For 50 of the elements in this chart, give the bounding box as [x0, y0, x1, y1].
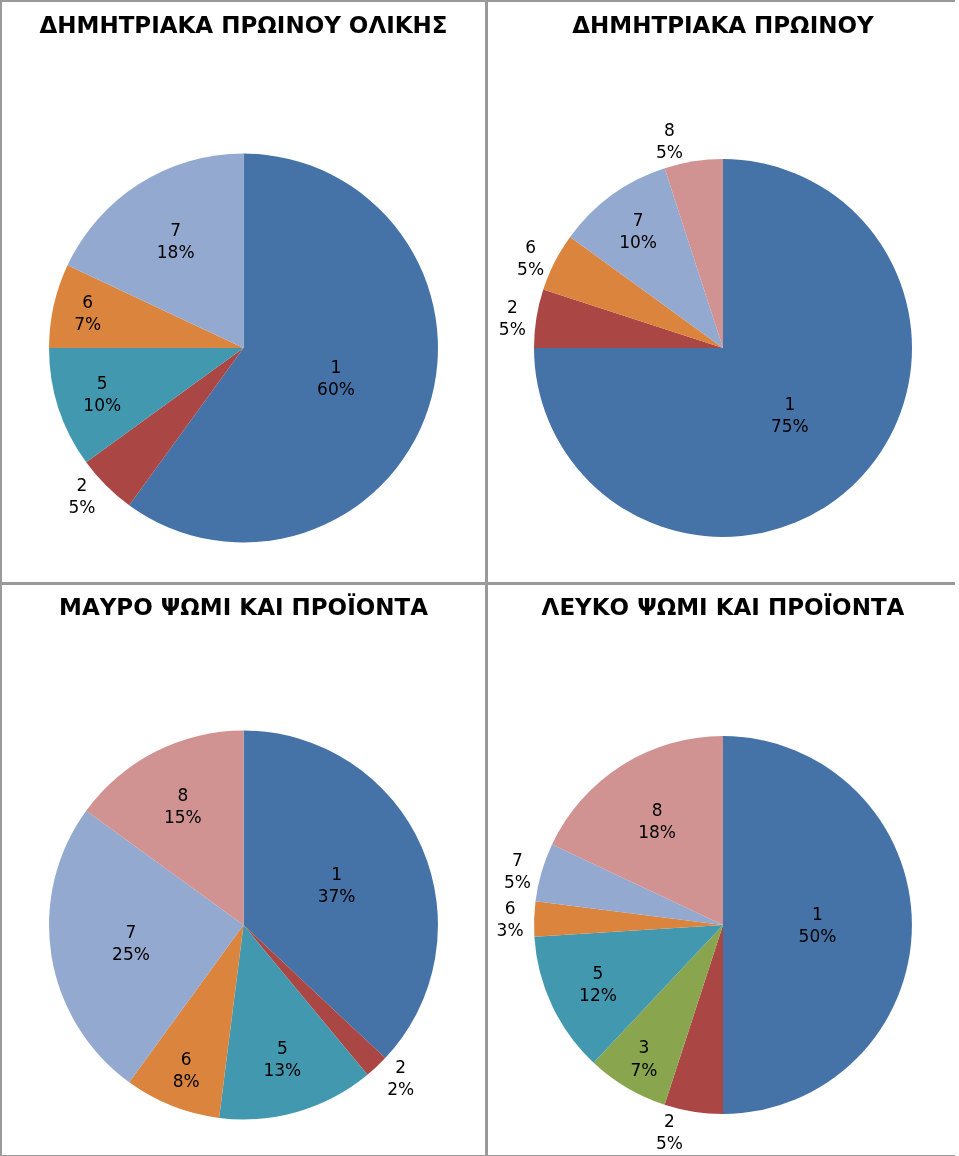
slice-label: 7	[632, 210, 644, 231]
data-label: 50%	[798, 926, 837, 947]
slice-label: 8	[651, 800, 663, 821]
data-label: 18%	[638, 822, 676, 843]
slice-label: 1	[331, 863, 342, 884]
data-label: 5%	[504, 871, 531, 892]
slice-label: 2	[395, 1056, 407, 1077]
data-label: 25%	[112, 943, 150, 964]
slice-label: 6	[82, 292, 94, 313]
data-label: 13%	[263, 1059, 302, 1080]
data-label: 18%	[156, 242, 195, 263]
data-label: 75%	[770, 415, 809, 436]
slice-label: 8	[177, 784, 189, 805]
slice-label: 6	[504, 897, 516, 918]
slice-label: 1	[330, 357, 342, 377]
slice-label: 7	[170, 220, 182, 241]
data-label: 5%	[517, 258, 545, 279]
chart-title: ΔΗΜΗΤΡΙΑΚΑ ΠΡΩΙΝΟΥ ΟΛΙΚΗΣ	[39, 11, 448, 38]
data-label: 10%	[619, 232, 658, 253]
data-label: 2%	[387, 1078, 415, 1099]
data-label: 5%	[68, 497, 96, 518]
slice-label: 6	[525, 236, 536, 257]
slice-label: 5	[96, 372, 108, 393]
slice-label: 5	[276, 1037, 288, 1058]
slice-label: 8	[664, 119, 675, 140]
slice-label: 3	[638, 1037, 650, 1058]
slice-label: 7	[125, 921, 137, 942]
data-label: 8%	[172, 1070, 200, 1091]
data-label: 37%	[317, 885, 356, 906]
data-label: 5%	[498, 318, 526, 339]
slice-label: 1	[812, 903, 823, 924]
data-label: 3%	[496, 920, 524, 941]
data-label: 7%	[74, 314, 102, 335]
data-label: 7%	[630, 1059, 658, 1080]
slice-label: 1	[784, 393, 796, 414]
chart-title: ΔΗΜΗΤΡΙΑΚΑ ΠΡΩΙΝΟΥ	[572, 11, 875, 38]
data-label: 15%	[163, 806, 202, 827]
chart-title: ΛΕΥΚΟ ΨΩΜΙ ΚΑΙ ΠΡΟΪΟΝΤΑ	[541, 593, 905, 621]
slice-label: 5	[592, 962, 604, 983]
data-label: 60%	[317, 379, 355, 400]
data-label: 12%	[579, 984, 617, 1005]
data-label: 5%	[655, 1133, 683, 1154]
chart-title: ΜΑΥΡΟ ΨΩΜΙ ΚΑΙ ΠΡΟΪΟΝΤΑ	[59, 593, 429, 621]
slice-label: 6	[180, 1048, 192, 1069]
data-label: 10%	[83, 394, 122, 415]
data-label: 5%	[655, 141, 683, 162]
slice-label: 7	[512, 849, 523, 870]
slice-label: 2	[664, 1111, 675, 1132]
slice-label: 2	[506, 296, 518, 317]
slice-label: 2	[76, 474, 88, 495]
